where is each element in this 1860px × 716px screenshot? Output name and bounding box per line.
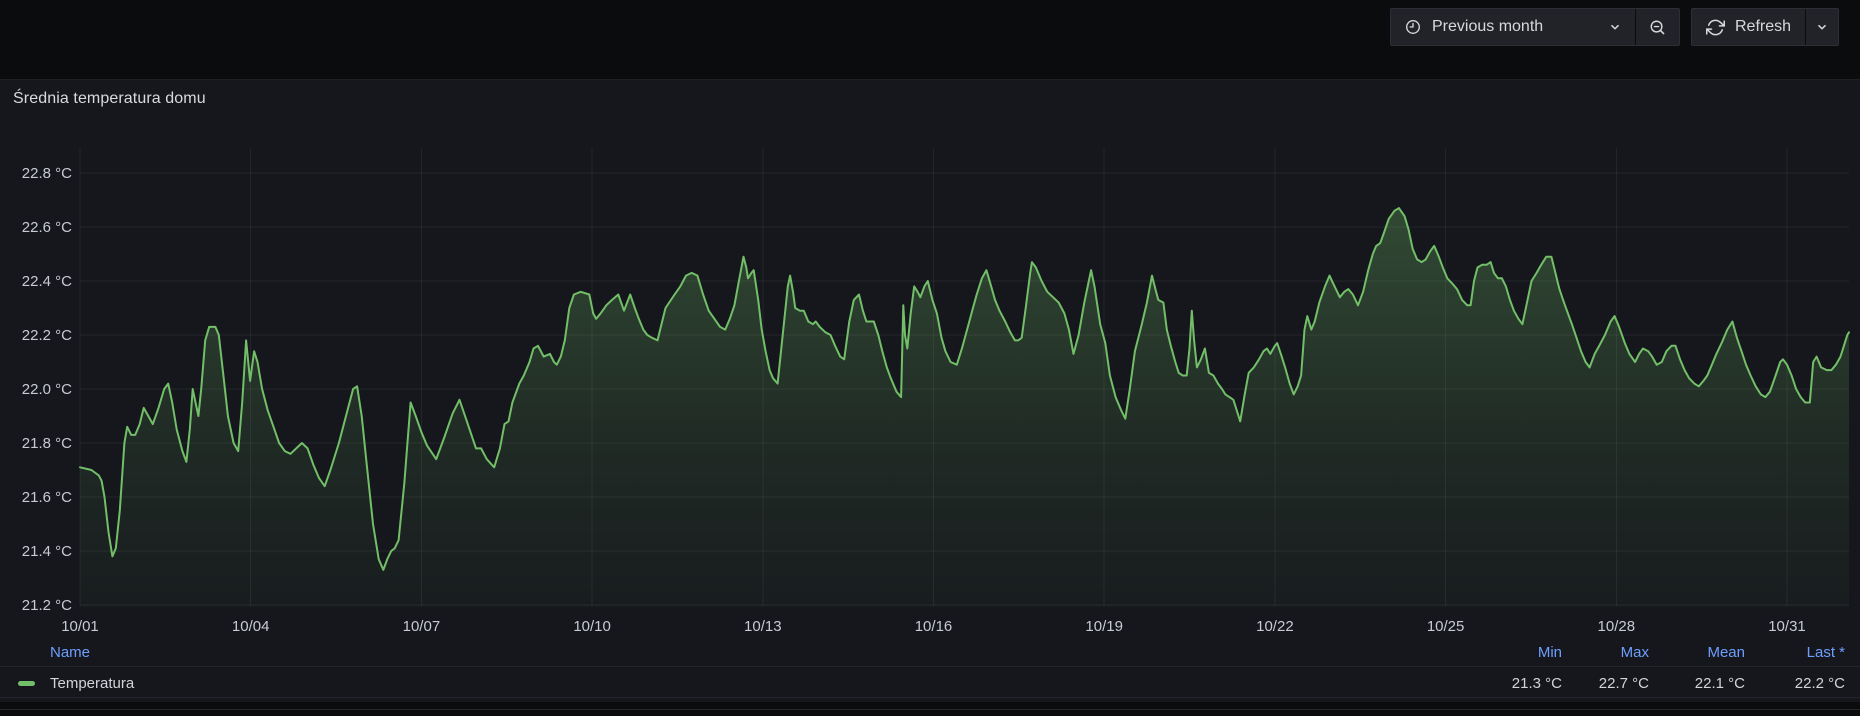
svg-text:10/04: 10/04 — [232, 618, 270, 635]
svg-text:10/07: 10/07 — [403, 618, 441, 635]
svg-text:22.4 °C: 22.4 °C — [22, 273, 72, 290]
svg-text:21.2 °C: 21.2 °C — [22, 597, 72, 614]
series-max-value: 22.7 °C — [1599, 675, 1649, 692]
svg-text:22.2 °C: 22.2 °C — [22, 327, 72, 344]
svg-text:10/19: 10/19 — [1085, 618, 1123, 635]
svg-text:22.8 °C: 22.8 °C — [22, 165, 72, 182]
series-last-value: 22.2 °C — [1795, 675, 1845, 692]
svg-text:10/13: 10/13 — [744, 618, 782, 635]
svg-text:21.4 °C: 21.4 °C — [22, 543, 72, 560]
temperature-series — [80, 208, 1849, 607]
svg-text:10/25: 10/25 — [1427, 618, 1465, 635]
svg-text:21.8 °C: 21.8 °C — [22, 435, 72, 452]
series-mean-value: 22.1 °C — [1695, 675, 1745, 692]
series-legend-label[interactable]: Temperatura — [50, 675, 134, 692]
legend-header-name[interactable]: Name — [50, 644, 90, 661]
series-min-value: 21.3 °C — [1512, 675, 1562, 692]
svg-text:10/10: 10/10 — [573, 618, 611, 635]
svg-text:10/28: 10/28 — [1598, 618, 1636, 635]
legend-header-min[interactable]: Min — [1538, 644, 1562, 661]
svg-text:21.6 °C: 21.6 °C — [22, 489, 72, 506]
svg-text:10/16: 10/16 — [915, 618, 953, 635]
legend-header-max[interactable]: Max — [1621, 644, 1649, 661]
legend-header-last[interactable]: Last * — [1807, 644, 1845, 661]
svg-text:10/22: 10/22 — [1256, 618, 1294, 635]
time-series-plot[interactable]: 21.2 °C 21.4 °C 21.6 °C 21.8 °C 22.0 °C 22.2 … — [0, 0, 1860, 716]
svg-text:22.6 °C: 22.6 °C — [22, 219, 72, 236]
svg-text:10/31: 10/31 — [1768, 618, 1806, 635]
series-color-swatch[interactable] — [18, 681, 35, 686]
svg-text:10/01: 10/01 — [61, 618, 99, 635]
legend-header-divider — [0, 666, 1860, 667]
svg-text:22.0 °C: 22.0 °C — [22, 381, 72, 398]
legend-header-mean[interactable]: Mean — [1707, 644, 1745, 661]
legend-bottom-divider — [0, 697, 1860, 698]
area-fill — [80, 208, 1849, 607]
next-panel-edge — [0, 709, 1860, 710]
